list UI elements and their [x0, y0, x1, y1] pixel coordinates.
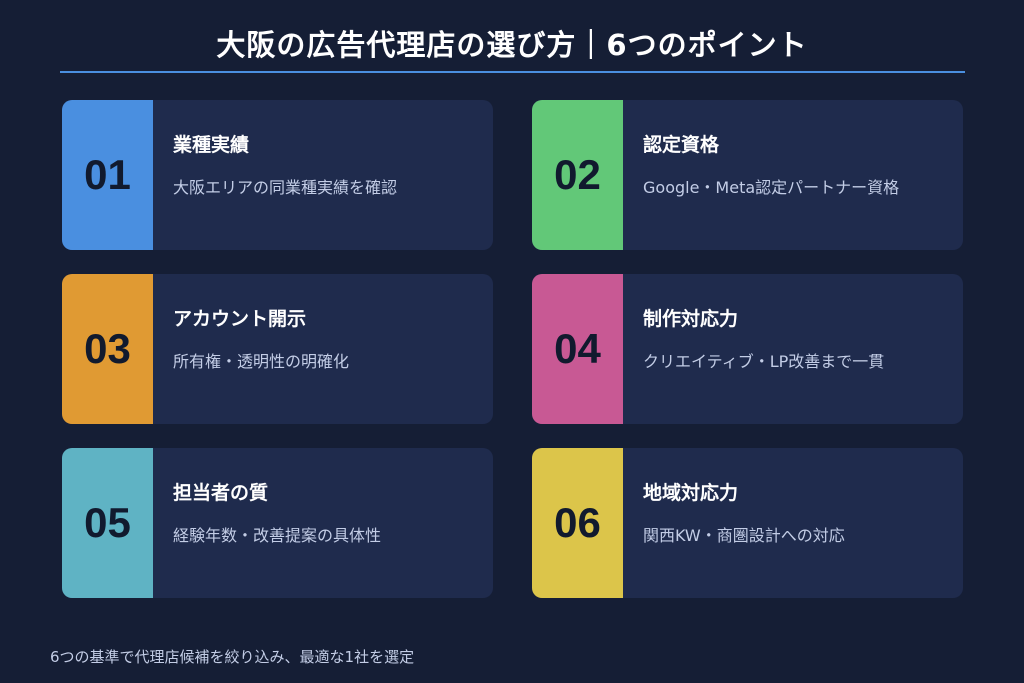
point-description: Google・Meta認定パートナー資格 — [643, 178, 900, 197]
point-card-01: 01 業種実績 大阪エリアの同業種実績を確認 — [62, 100, 493, 250]
point-title: 担当者の質 — [173, 482, 269, 504]
point-description: 所有権・透明性の明確化 — [173, 352, 350, 371]
point-number: 01 — [62, 100, 153, 250]
point-description: 大阪エリアの同業種実績を確認 — [173, 178, 398, 197]
point-card-06: 06 地域対応力 関西KW・商圏設計への対応 — [532, 448, 963, 598]
point-number: 06 — [532, 448, 623, 598]
point-number: 05 — [62, 448, 153, 598]
point-title: 地域対応力 — [643, 482, 739, 504]
point-card-03: 03 アカウント開示 所有権・透明性の明確化 — [62, 274, 493, 424]
point-description: クリエイティブ・LP改善まで一貫 — [643, 352, 885, 371]
point-card-04: 04 制作対応力 クリエイティブ・LP改善まで一貫 — [532, 274, 963, 424]
title-divider — [60, 71, 965, 73]
point-description: 関西KW・商圏設計への対応 — [643, 526, 845, 545]
point-description: 経験年数・改善提案の具体性 — [173, 526, 382, 545]
point-title: 認定資格 — [643, 134, 720, 156]
point-title: 制作対応力 — [643, 308, 739, 330]
footer-note: 6つの基準で代理店候補を絞り込み、最適な1社を選定 — [50, 648, 415, 666]
point-number: 03 — [62, 274, 153, 424]
page-title: 大阪の広告代理店の選び方｜6つのポイント — [216, 28, 808, 62]
point-number: 02 — [532, 100, 623, 250]
point-title: アカウント開示 — [173, 308, 307, 330]
point-title: 業種実績 — [173, 134, 250, 156]
point-number: 04 — [532, 274, 623, 424]
point-card-05: 05 担当者の質 経験年数・改善提案の具体性 — [62, 448, 493, 598]
point-card-02: 02 認定資格 Google・Meta認定パートナー資格 — [532, 100, 963, 250]
